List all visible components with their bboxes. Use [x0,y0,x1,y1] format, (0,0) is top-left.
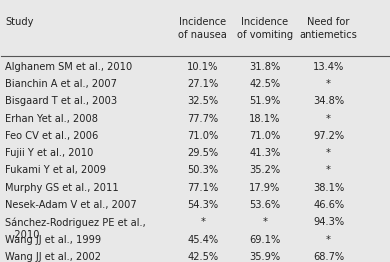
Text: 32.5%: 32.5% [187,96,218,106]
Text: 71.0%: 71.0% [187,131,218,141]
Text: 31.8%: 31.8% [249,62,280,72]
Text: 77.7%: 77.7% [187,114,218,124]
Text: 29.5%: 29.5% [187,148,218,158]
Text: *: * [262,217,267,227]
Text: 71.0%: 71.0% [249,131,280,141]
Text: 17.9%: 17.9% [249,183,280,193]
Text: 51.9%: 51.9% [249,96,280,106]
Text: Bianchin A et al., 2007: Bianchin A et al., 2007 [5,79,117,89]
Text: 13.4%: 13.4% [313,62,344,72]
Text: 46.6%: 46.6% [313,200,344,210]
Text: 53.6%: 53.6% [249,200,280,210]
Text: *: * [326,234,331,244]
Text: 45.4%: 45.4% [187,234,218,244]
Text: Wang JJ et al., 2002: Wang JJ et al., 2002 [5,252,101,262]
Text: Sánchez-Rodriguez PE et al.,
   2010: Sánchez-Rodriguez PE et al., 2010 [5,217,146,240]
Text: 34.8%: 34.8% [313,96,344,106]
Text: 27.1%: 27.1% [187,79,218,89]
Text: *: * [326,114,331,124]
Text: 42.5%: 42.5% [249,79,280,89]
Text: Alghanem SM et al., 2010: Alghanem SM et al., 2010 [5,62,133,72]
Text: *: * [326,165,331,176]
Text: 77.1%: 77.1% [187,183,218,193]
Text: Feo CV et al., 2006: Feo CV et al., 2006 [5,131,99,141]
Text: Nesek-Adam V et al., 2007: Nesek-Adam V et al., 2007 [5,200,137,210]
Text: Fujii Y et al., 2010: Fujii Y et al., 2010 [5,148,94,158]
Text: 68.7%: 68.7% [313,252,344,262]
Text: 54.3%: 54.3% [187,200,218,210]
Text: 69.1%: 69.1% [249,234,280,244]
Text: Need for
antiemetics: Need for antiemetics [300,17,358,40]
Text: Erhan Yet al., 2008: Erhan Yet al., 2008 [5,114,98,124]
Text: Fukami Y et al, 2009: Fukami Y et al, 2009 [5,165,106,176]
Text: 41.3%: 41.3% [249,148,280,158]
Text: 97.2%: 97.2% [313,131,344,141]
Text: 10.1%: 10.1% [187,62,218,72]
Text: Murphy GS et al., 2011: Murphy GS et al., 2011 [5,183,119,193]
Text: *: * [200,217,205,227]
Text: 18.1%: 18.1% [249,114,280,124]
Text: 35.2%: 35.2% [249,165,280,176]
Text: *: * [326,79,331,89]
Text: Wang JJ et al., 1999: Wang JJ et al., 1999 [5,234,101,244]
Text: *: * [326,148,331,158]
Text: Bisgaard T et al., 2003: Bisgaard T et al., 2003 [5,96,117,106]
Text: 38.1%: 38.1% [313,183,344,193]
Text: Study: Study [5,17,34,27]
Text: 35.9%: 35.9% [249,252,280,262]
Text: 42.5%: 42.5% [187,252,218,262]
Text: Incidence
of vomiting: Incidence of vomiting [237,17,293,40]
Text: Incidence
of nausea: Incidence of nausea [178,17,227,40]
Text: 50.3%: 50.3% [187,165,218,176]
Text: 94.3%: 94.3% [313,217,344,227]
